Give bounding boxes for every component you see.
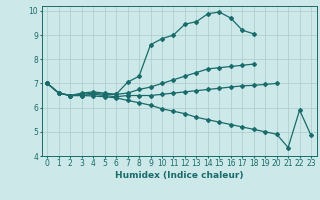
- X-axis label: Humidex (Indice chaleur): Humidex (Indice chaleur): [115, 171, 244, 180]
